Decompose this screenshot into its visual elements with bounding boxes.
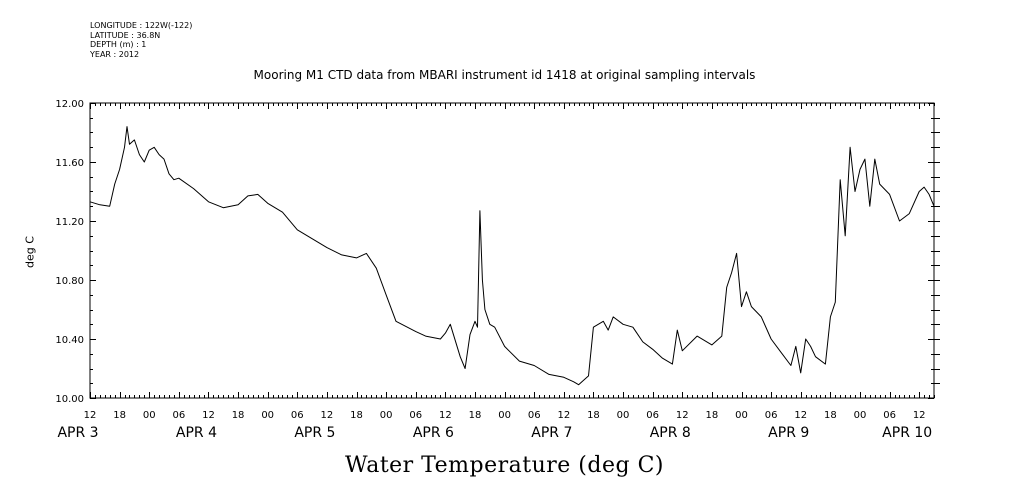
series-layer xyxy=(89,126,935,386)
y-tick-label: 11.60 xyxy=(55,158,84,169)
x-hour-label: 12 xyxy=(913,410,926,421)
x-hour-label: 12 xyxy=(321,410,334,421)
x-hour-label: 12 xyxy=(676,410,689,421)
x-hour-label: 12 xyxy=(84,410,97,421)
y-axis-label: deg C xyxy=(23,236,37,268)
x-hour-label: 18 xyxy=(113,410,126,421)
x-hour-label: 06 xyxy=(172,410,185,421)
y-tick-label: 10.00 xyxy=(55,394,84,405)
meta-depth: DEPTH (m) : 1 xyxy=(90,40,147,49)
x-hour-label: 12 xyxy=(439,410,452,421)
x-hour-label: 06 xyxy=(646,410,659,421)
plot-frame xyxy=(89,102,935,399)
y-tick-label: 10.80 xyxy=(55,276,84,287)
x-hour-label: 18 xyxy=(706,410,719,421)
x-date-label: APR 7 xyxy=(531,425,572,441)
x-hour-label: 06 xyxy=(291,410,304,421)
x-hour-label: 18 xyxy=(824,410,837,421)
meta-longitude: LONGITUDE : 122W(-122) xyxy=(90,21,193,30)
x-hour-label: 00 xyxy=(854,410,867,421)
chart-title: Mooring M1 CTD data from MBARI instrumen… xyxy=(253,68,756,82)
series-line-0 xyxy=(89,126,935,386)
x-axis-label: Water Temperature (deg C) xyxy=(345,453,664,478)
x-hour-label: 06 xyxy=(765,410,778,421)
x-date-label: APR 9 xyxy=(768,425,809,441)
x-hour-label: 18 xyxy=(350,410,363,421)
x-hour-label: 18 xyxy=(232,410,245,421)
y-tick-label: 10.40 xyxy=(55,335,84,346)
x-date-label: APR 5 xyxy=(294,425,335,441)
x-hour-label: 00 xyxy=(261,410,274,421)
x-hour-label: 18 xyxy=(587,410,600,421)
x-hour-label: 00 xyxy=(498,410,511,421)
ticks xyxy=(90,103,940,399)
x-hour-label: 00 xyxy=(735,410,748,421)
x-date-label: APR 6 xyxy=(413,425,454,441)
x-hour-label: 00 xyxy=(143,410,156,421)
y-tick-label: 12.00 xyxy=(55,99,84,110)
x-hour-label: 00 xyxy=(380,410,393,421)
x-hour-label: 12 xyxy=(794,410,807,421)
x-hour-label: 00 xyxy=(617,410,630,421)
x-date-label: APR 3 xyxy=(57,425,98,441)
x-date-label: APR 8 xyxy=(650,425,691,441)
x-hour-label: 06 xyxy=(528,410,541,421)
meta-latitude: LATITUDE : 36.8N xyxy=(90,30,161,40)
tick-labels: 10.00 10.40 10.80 11.20 11.60 12.00 12 18 00 06 12… xyxy=(55,99,932,441)
meta-year: YEAR : 2012 xyxy=(90,49,140,59)
y-tick-label: 11.20 xyxy=(55,217,84,228)
x-hour-label: 06 xyxy=(883,410,896,421)
x-hour-label: 06 xyxy=(409,410,422,421)
x-date-label: APR 4 xyxy=(176,425,217,441)
axes xyxy=(89,102,935,399)
x-date-label: APR 10 xyxy=(882,425,932,441)
x-hour-label: 12 xyxy=(202,410,215,421)
x-hour-label: 18 xyxy=(469,410,482,421)
x-hour-label: 12 xyxy=(557,410,570,421)
metadata-block: LONGITUDE : 122W(-122) LATITUDE : 36.8N … xyxy=(90,21,192,59)
